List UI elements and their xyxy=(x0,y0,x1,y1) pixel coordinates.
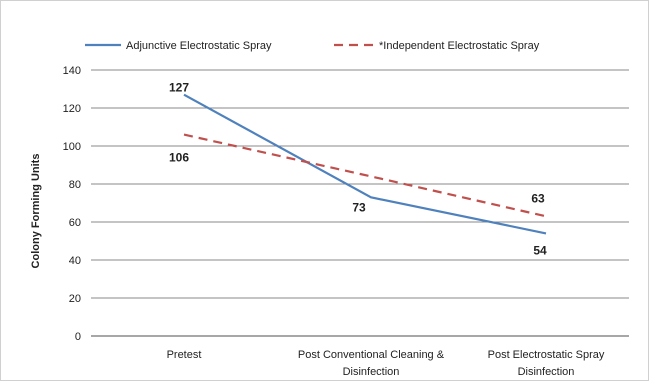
y-tick-label: 20 xyxy=(69,293,81,305)
y-tick-label: 60 xyxy=(69,217,81,229)
x-tick-label: Disinfection xyxy=(518,366,575,378)
legend-label: *Independent Electrostatic Spray xyxy=(379,40,540,52)
data-label: 73 xyxy=(352,200,366,214)
data-label: 106 xyxy=(169,151,189,165)
series-line-1 xyxy=(183,93,547,235)
y-tick-label: 100 xyxy=(63,141,81,153)
y-tick-label: 0 xyxy=(75,331,81,343)
data-label: 63 xyxy=(531,191,545,205)
y-tick-label: 140 xyxy=(63,65,81,77)
y-tick-label: 40 xyxy=(69,255,81,267)
data-label: 54 xyxy=(533,243,547,257)
y-tick-label: 80 xyxy=(69,179,81,191)
series-line-2 xyxy=(183,133,547,218)
x-tick-label: Post Electrostatic Spray xyxy=(488,349,605,361)
y-axis-label: Colony Forming Units xyxy=(30,154,42,269)
x-tick-label: Disinfection xyxy=(343,366,400,378)
y-tick-label: 120 xyxy=(63,103,81,115)
x-tick-label: Pretest xyxy=(167,349,202,361)
x-tick-label: Post Conventional Cleaning & xyxy=(298,349,445,361)
data-label: 127 xyxy=(169,81,189,95)
legend-label: Adjunctive Electrostatic Spray xyxy=(126,40,272,52)
